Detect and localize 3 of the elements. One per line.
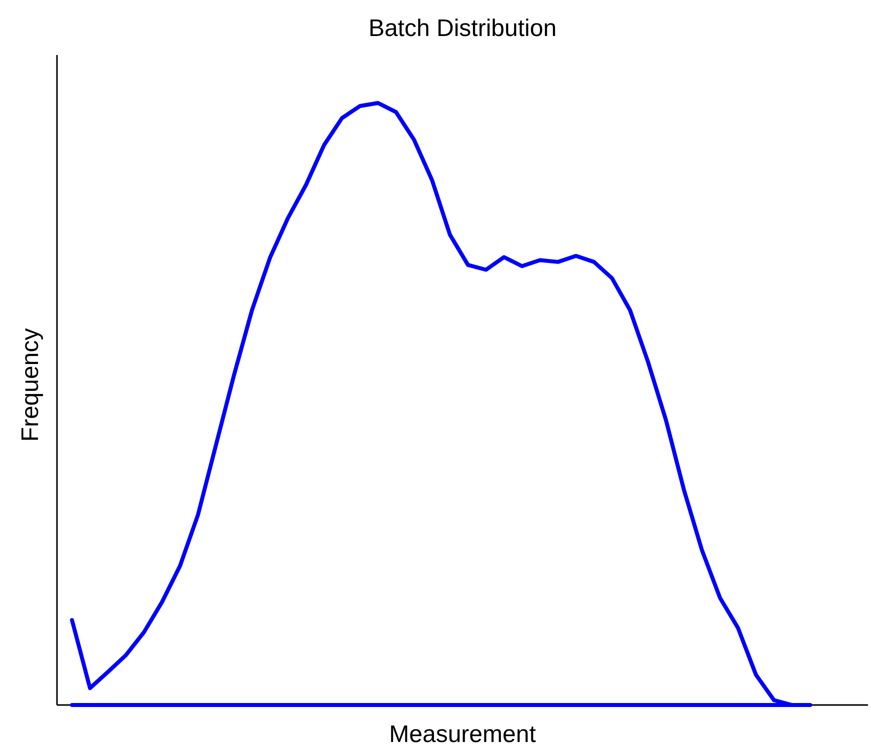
x-axis-title: Measurement bbox=[389, 721, 536, 748]
chart-title: Batch Distribution bbox=[368, 15, 557, 42]
y-axis-title: Frequency bbox=[17, 328, 44, 442]
